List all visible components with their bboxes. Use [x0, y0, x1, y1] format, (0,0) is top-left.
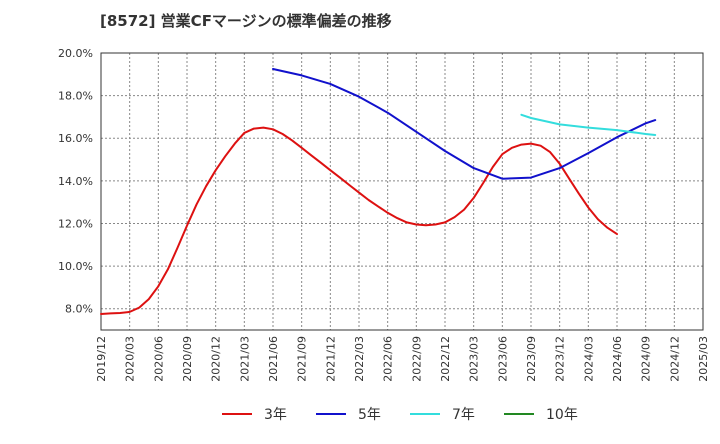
x-tick-label: 2024/12 [668, 336, 681, 382]
y-tick-label: 14.0% [58, 175, 93, 188]
axis-layer: 2019/12 2020/03 2020/06 2020/09 2020/12 2021/… [58, 47, 710, 382]
x-tick-label: 2021/06 [267, 336, 280, 382]
x-tick-label: 2025/03 [697, 336, 710, 382]
x-tick-label: 2024/03 [582, 336, 595, 382]
x-tick-label: 2020/03 [124, 336, 137, 382]
x-tick-label: 2021/12 [324, 336, 337, 382]
x-tick-label: 2023/12 [554, 336, 567, 382]
legend-label: 3年 [264, 407, 287, 423]
series-layer [100, 68, 657, 315]
legend-label: 7年 [452, 407, 475, 423]
y-tick-label: 18.0% [58, 90, 93, 103]
x-tick-label: 2019/12 [95, 336, 108, 382]
x-tick-label: 2021/03 [238, 336, 251, 382]
legend: 3年 5年 7年 10年 [222, 407, 578, 423]
legend-label: 10年 [546, 407, 578, 423]
x-tick-label: 2023/09 [525, 336, 538, 382]
y-tick-label: 10.0% [58, 260, 93, 273]
x-tick-label: 2020/09 [181, 336, 194, 382]
x-tick-label: 2021/09 [296, 336, 309, 382]
x-tick-label: 2022/06 [382, 336, 395, 382]
x-tick-label: 2023/03 [468, 336, 481, 382]
series-line-3年 [100, 126, 618, 315]
chart-title: [8572] 営業CFマージンの標準偏差の推移 [100, 12, 392, 30]
y-tick-label: 16.0% [58, 132, 93, 145]
x-tick-label: 2023/06 [496, 336, 509, 382]
series-line-7年 [520, 113, 657, 136]
x-tick-label: 2024/09 [640, 336, 653, 382]
x-tick-label: 2022/03 [353, 336, 366, 382]
x-tick-label: 2020/12 [210, 336, 223, 382]
y-tick-label: 20.0% [58, 47, 93, 60]
x-tick-label: 2022/12 [439, 336, 452, 382]
y-tick-label: 8.0% [65, 303, 93, 316]
x-tick-label: 2020/06 [152, 336, 165, 382]
x-tick-label: 2024/06 [611, 336, 624, 382]
plot-area [101, 53, 703, 330]
series-line-5年 [272, 68, 657, 180]
x-tick-label: 2022/09 [410, 336, 423, 382]
plot-background [101, 53, 703, 330]
plot-border [100, 52, 704, 331]
legend-label: 5年 [358, 407, 381, 423]
y-tick-label: 12.0% [58, 217, 93, 230]
